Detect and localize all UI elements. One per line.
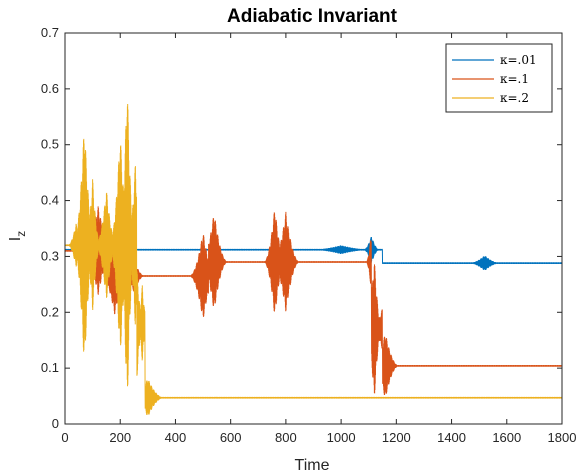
y-tick-label: 0.3	[41, 248, 59, 263]
y-tick-label: 0	[52, 416, 59, 431]
y-tick-label: 0.7	[41, 25, 59, 40]
x-tick-label: 1400	[437, 430, 466, 445]
legend-label: κ=.01	[500, 53, 537, 67]
x-tick-label: 200	[109, 430, 131, 445]
x-tick-label: 0	[61, 430, 68, 445]
x-tick-label: 1800	[548, 430, 577, 445]
x-axis-label: Time	[295, 457, 330, 474]
chart-title: Adiabatic Invariant	[227, 6, 398, 27]
axes: 0 200 400 600 800 1000 1200 1400 1600 1800 0 0.1 0.2…	[41, 25, 577, 445]
y-tick-label: 0.5	[41, 137, 59, 152]
legend-box	[445, 43, 553, 113]
x-tick-label: 1000	[327, 430, 356, 445]
y-axis-label-subscript: z	[14, 231, 28, 237]
legend: κ=.01 κ=.1 κ=.2	[445, 43, 553, 113]
x-tick-label: 600	[220, 430, 242, 445]
series-line-1	[65, 206, 562, 395]
y-tick-label: 0.6	[41, 81, 59, 96]
y-axis-label-main: I	[7, 237, 24, 241]
y-tick-label: 0.2	[41, 304, 59, 319]
legend-label: κ=.1	[500, 72, 529, 86]
x-tick-label: 800	[275, 430, 297, 445]
x-tick-label: 1600	[492, 430, 521, 445]
series-line-2	[65, 103, 562, 415]
y-tick-label: 0.1	[41, 360, 59, 375]
axes-box	[64, 32, 563, 425]
legend-label: κ=.2	[500, 91, 529, 105]
series-line-0	[65, 236, 562, 369]
y-tick-label: 0.4	[41, 193, 59, 208]
y-axis-label: Iz	[7, 231, 28, 241]
x-tick-label: 400	[165, 430, 187, 445]
x-tick-label: 1200	[382, 430, 411, 445]
